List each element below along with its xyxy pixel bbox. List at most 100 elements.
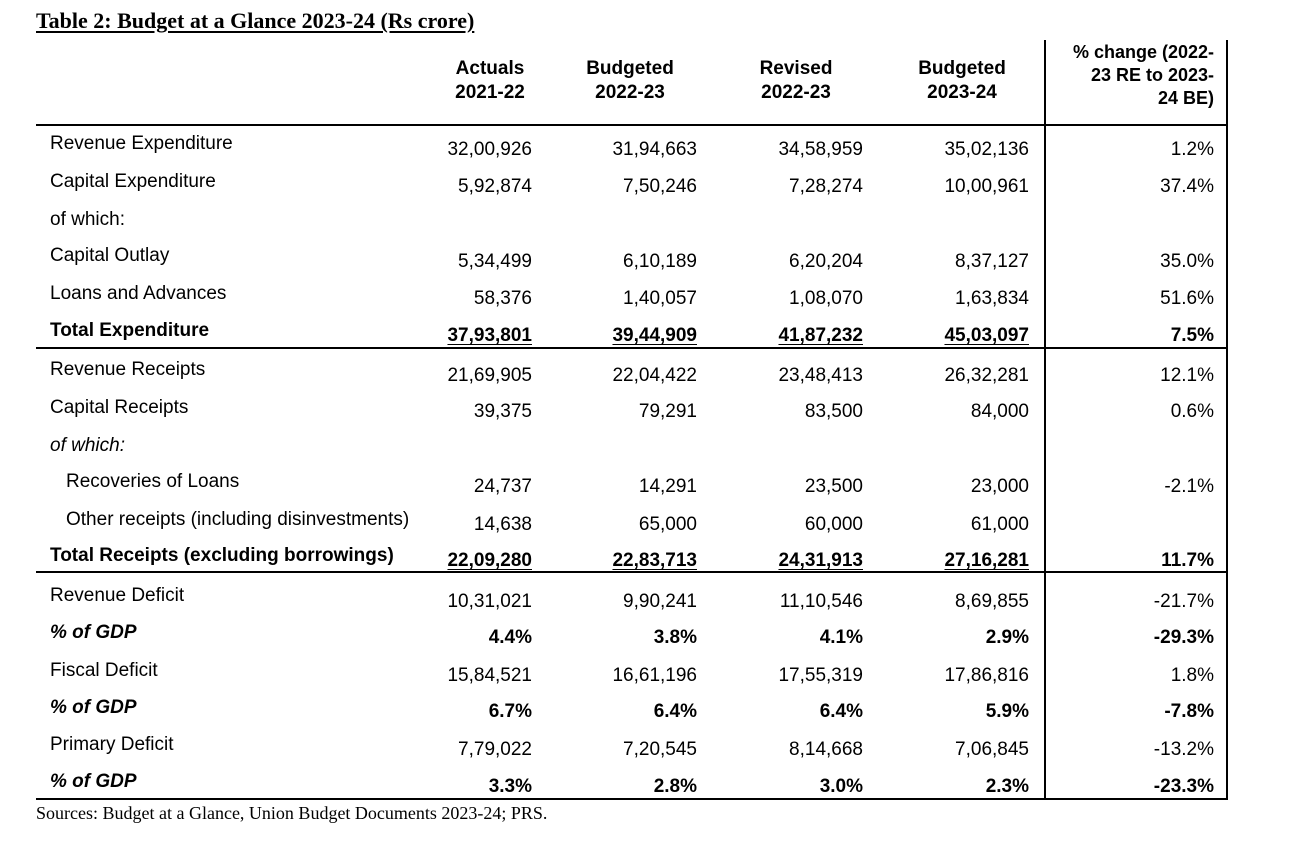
value-cell: 14,638 [473,514,532,535]
value-cell: 22,83,713 [612,550,697,571]
value-cell: 79,291 [638,401,697,422]
value-cell: 58,376 [473,288,532,309]
value-cell: 3.8% [653,627,697,648]
value-cell: 45,03,097 [944,325,1029,346]
value-cell: 39,375 [473,401,532,422]
value-cell: 27,16,281 [944,550,1029,571]
percent-change-cell: 51.6% [1160,288,1214,309]
percent-change-cell: 11.7% [1161,550,1214,571]
value-cell: 7,20,545 [623,739,697,760]
rule-table-bottom [36,798,1228,800]
row-label: % of GDP [50,697,137,718]
value-cell: 11,10,546 [779,591,863,612]
percent-change-cell: 1.8% [1170,665,1214,686]
sources-note: Sources: Budget at a Glance, Union Budge… [36,803,548,823]
value-cell: 10,00,961 [944,176,1029,197]
value-cell: 4.1% [819,627,863,648]
value-cell: 8,37,127 [955,251,1029,272]
row-label: Capital Outlay [50,245,170,266]
value-cell: 41,87,232 [778,325,863,346]
percent-change-cell: 1.2% [1170,139,1214,160]
row-label: Capital Expenditure [50,171,216,192]
value-cell: 5,92,874 [458,176,532,197]
value-cell: 6,20,204 [789,251,863,272]
value-cell: 35,02,136 [944,139,1029,160]
value-cell: 6,10,189 [623,251,697,272]
value-cell: 3.0% [819,776,863,797]
value-cell: 3.3% [488,776,532,797]
value-cell: 7,28,274 [789,176,863,197]
rule-after-receipts [36,571,1228,573]
value-cell: 7,06,845 [955,739,1029,760]
value-cell: 2.9% [985,627,1029,648]
percent-change-cell: -29.3% [1153,627,1214,648]
rule-col-divider [1044,40,1046,800]
row-label: Other receipts (including disinvestments… [66,509,410,530]
value-cell: 37,93,801 [447,325,532,346]
percent-change-cell: 35.0% [1160,251,1214,272]
table-title: Table 2: Budget at a Glance 2023-24 (Rs … [36,8,475,33]
value-cell: 31,94,663 [612,139,697,160]
row-label: Recoveries of Loans [66,471,240,492]
value-cell: 16,61,196 [612,665,697,686]
value-cell: 4.4% [488,627,532,648]
percent-change-cell: -7.8% [1164,701,1214,722]
row-label: Loans and Advances [50,283,227,304]
value-cell: 83,500 [804,401,863,422]
value-cell: 2.8% [653,776,697,797]
percent-change-cell: -13.2% [1153,739,1214,760]
value-cell: 22,04,422 [612,365,697,386]
value-cell: 22,09,280 [447,550,532,571]
header-budgeted-2022-23: Budgeted 2022-23 [586,58,674,103]
value-cell: 7,50,246 [623,176,697,197]
value-cell: 9,90,241 [623,591,697,612]
value-cell: 65,000 [638,514,697,535]
row-label: % of GDP [50,771,137,792]
value-cell: 2.3% [985,776,1029,797]
row-label: Total Expenditure [50,320,210,341]
row-label: Capital Receipts [50,397,189,418]
value-cell: 60,000 [804,514,863,535]
value-cell: 1,63,834 [955,288,1029,309]
row-label: % of GDP [50,622,137,643]
header-revised-2022-23: Revised 2022-23 [759,58,833,103]
percent-change-cell: 7.5% [1170,325,1214,346]
value-cell: 7,79,022 [458,739,532,760]
value-cell: 32,00,926 [447,139,532,160]
header-actuals-2021-22: Actuals 2021-22 [455,58,525,103]
value-cell: 84,000 [970,401,1029,422]
value-cell: 14,291 [638,476,697,497]
header-percent-change: % change (2022- 23 RE to 2023- 24 BE) [1072,42,1214,108]
value-cell: 6.4% [653,701,697,722]
value-cell: 61,000 [970,514,1029,535]
row-label: Fiscal Deficit [50,660,158,681]
row-label: Total Receipts (excluding borrowings) [50,545,394,566]
rule-table-right [1226,40,1228,800]
value-cell: 1,40,057 [623,288,697,309]
percent-change-cell: 0.6% [1170,401,1214,422]
value-cell: 5,34,499 [458,251,532,272]
value-cell: 21,69,905 [447,365,532,386]
value-cell: 24,737 [473,476,532,497]
row-label: Revenue Expenditure [50,133,233,154]
value-cell: 8,14,668 [789,739,863,760]
value-cell: 34,58,959 [778,139,863,160]
row-label: Revenue Deficit [50,585,185,606]
value-cell: 23,500 [804,476,863,497]
row-label: Primary Deficit [50,734,174,755]
percent-change-cell: -23.3% [1153,776,1214,797]
value-cell: 17,55,319 [778,665,863,686]
rule-after-expenditure [36,347,1228,349]
rule-header-bottom [36,124,1228,126]
percent-change-cell: 37.4% [1160,176,1214,197]
percent-change-cell: -21.7% [1153,591,1214,612]
value-cell: 1,08,070 [789,288,863,309]
percent-change-cell: -2.1% [1164,476,1214,497]
value-cell: 23,48,413 [778,365,863,386]
row-label: of which: [50,435,125,456]
value-cell: 8,69,855 [955,591,1029,612]
value-cell: 5.9% [985,701,1029,722]
value-cell: 15,84,521 [447,665,532,686]
value-cell: 6.4% [819,701,863,722]
value-cell: 26,32,281 [944,365,1029,386]
